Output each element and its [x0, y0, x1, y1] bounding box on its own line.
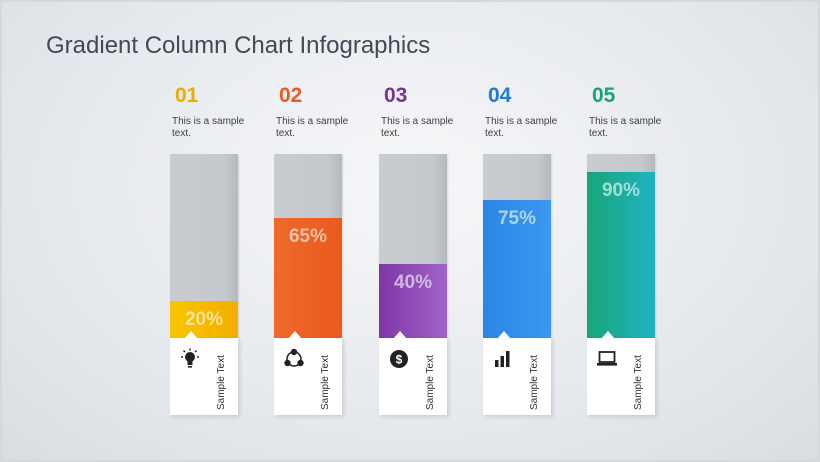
bar-fill [483, 200, 551, 338]
dollar-icon: $ [390, 350, 408, 368]
bar-value-label: 40% [393, 272, 433, 293]
bar-value-label: 20% [184, 309, 224, 330]
bar-track: 90% [587, 154, 655, 338]
card-pointer [184, 331, 198, 339]
lightbulb-icon [181, 348, 199, 368]
bar-track: 40% [379, 154, 447, 338]
bar-track: 65% [274, 154, 342, 338]
card-pointer [393, 331, 407, 339]
bar-value-label: 90% [601, 180, 641, 201]
bar-fill [587, 172, 655, 338]
column-number: 04 [488, 84, 512, 107]
bar-value-label: 65% [288, 226, 328, 247]
column-number: 05 [592, 84, 616, 107]
page-title: Gradient Column Chart Infographics [46, 32, 431, 59]
laptop-icon [597, 351, 617, 366]
column-description: This is a sample text. [589, 116, 662, 139]
column-number: 02 [279, 84, 303, 107]
column-number: 03 [384, 84, 408, 107]
svg-text:$: $ [396, 353, 403, 367]
bar-fill [379, 264, 447, 338]
icon-card: $ Sample Text [379, 331, 447, 415]
column-number: 01 [175, 84, 199, 107]
card-pointer [288, 331, 302, 339]
bar-track: 20% [170, 154, 238, 338]
card-label: Sample Text [216, 355, 227, 410]
column-description: This is a sample text. [276, 116, 349, 139]
icon-card: Sample Text [170, 331, 238, 415]
card-label: Sample Text [425, 355, 436, 410]
column-description: This is a sample text. [485, 116, 558, 139]
bar-track: 75% [483, 154, 551, 338]
icon-card: Sample Text [274, 331, 342, 415]
card-label: Sample Text [529, 355, 540, 410]
network-icon [284, 348, 304, 367]
icon-card: Sample Text [483, 331, 551, 415]
bar-chart-icon [495, 351, 510, 367]
card-label: Sample Text [320, 355, 331, 410]
card-pointer [497, 331, 511, 339]
bar-value-label: 75% [497, 208, 537, 229]
bar-fill [274, 218, 342, 338]
card-label: Sample Text [633, 355, 644, 410]
card-pointer [601, 331, 615, 339]
column-description: This is a sample text. [172, 116, 245, 139]
bar-fill [170, 301, 238, 338]
icon-card: Sample Text [587, 331, 655, 415]
column-description: This is a sample text. [381, 116, 454, 139]
